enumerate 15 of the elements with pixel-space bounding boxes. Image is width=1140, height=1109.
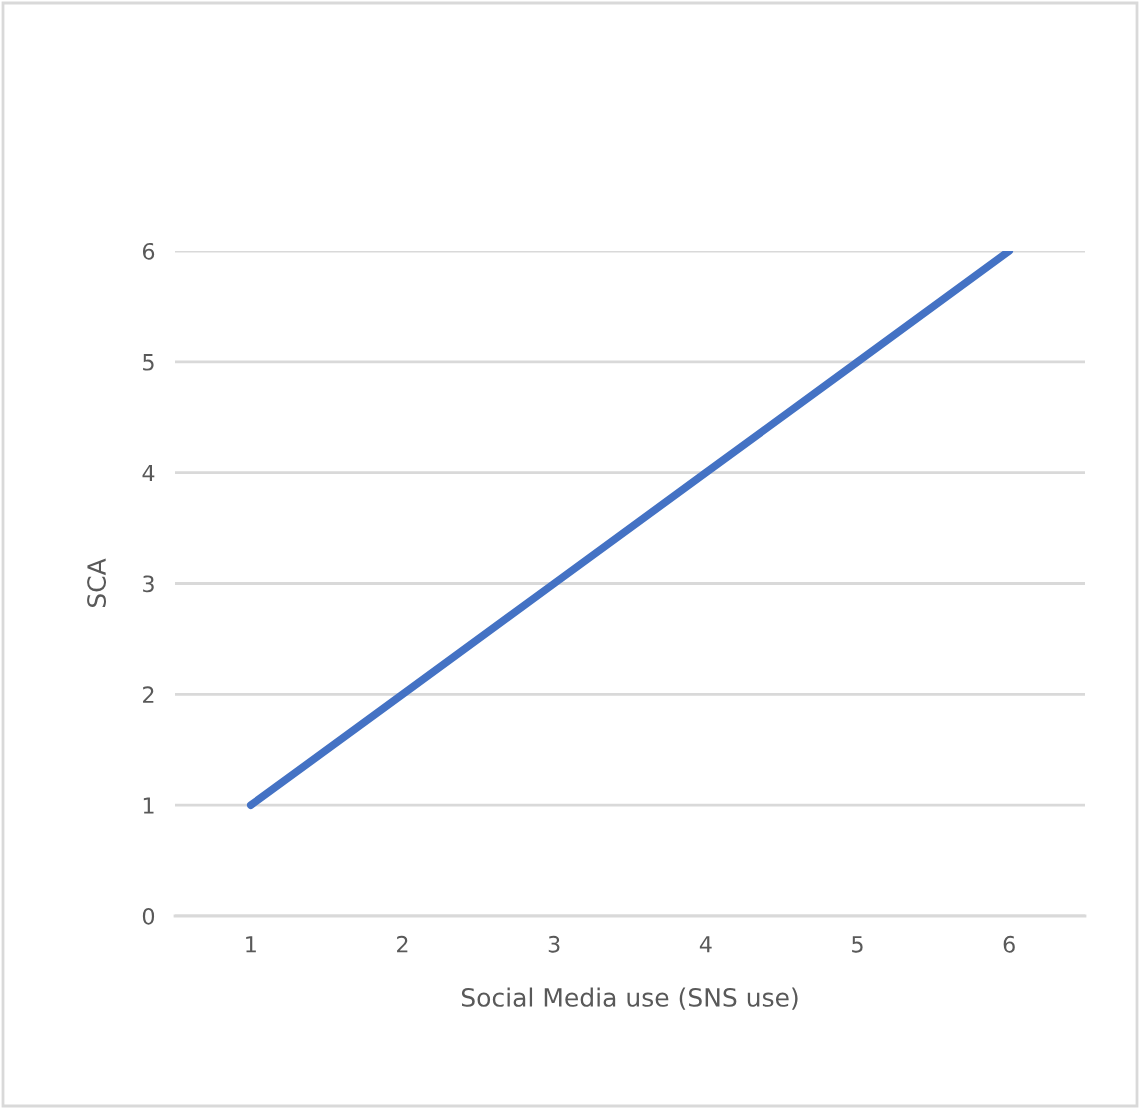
y-tick-label: 0	[142, 907, 155, 925]
y-tick-label: 3	[143, 575, 154, 593]
x-tick-label: 3	[548, 935, 560, 953]
x-tick-label: 1	[246, 936, 256, 953]
y-tick-label: 5	[143, 354, 154, 371]
x-tick-label: 5	[852, 936, 863, 953]
y-tick-label: 4	[142, 464, 155, 482]
x-axis-title: Social Media use (SNS use)	[461, 987, 798, 1010]
x-tick-label: 6	[1003, 935, 1015, 953]
y-tick-label: 1	[143, 797, 154, 814]
x-tick-label: 4	[699, 936, 712, 953]
y-axis-title: SCA	[87, 558, 107, 608]
x-tick-label: 2	[397, 935, 408, 953]
y-tick-label: 2	[143, 686, 154, 703]
y-tick-label: 6	[142, 242, 155, 260]
